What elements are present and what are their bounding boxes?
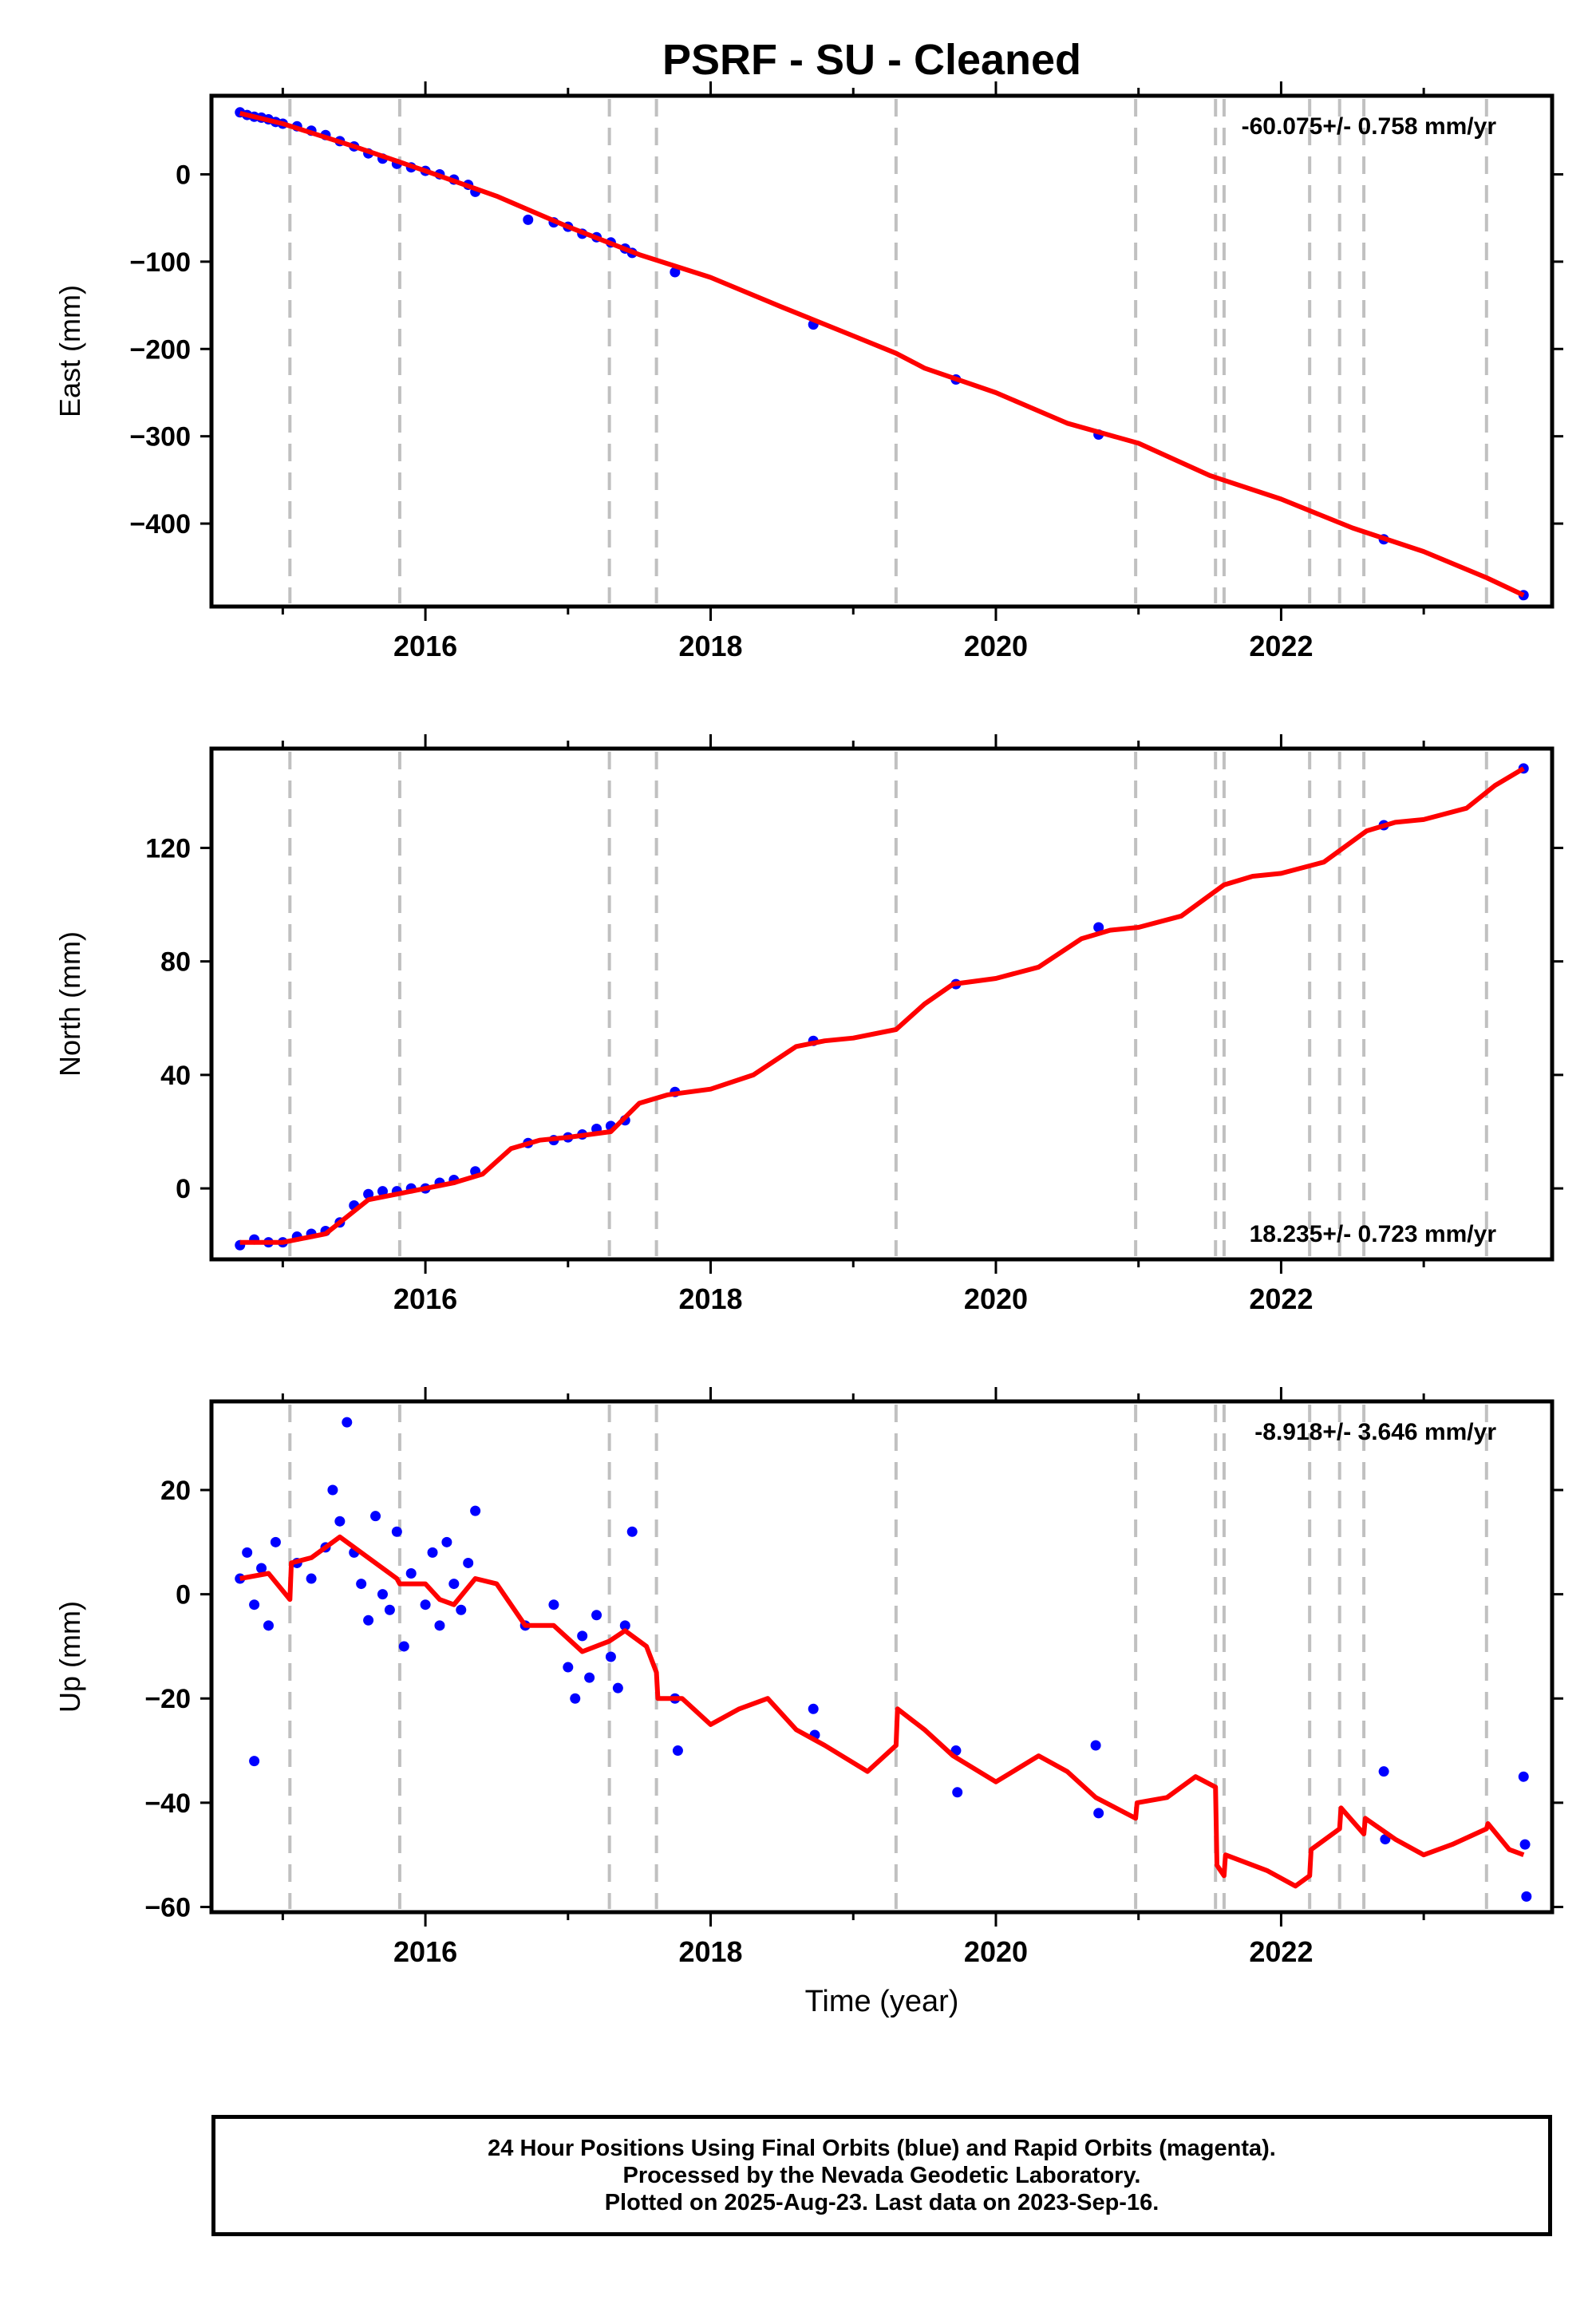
observation-point (356, 1579, 367, 1590)
observation-point (384, 1604, 395, 1615)
y-tick-label: 0 (176, 1174, 191, 1204)
observation-point (577, 1630, 588, 1642)
axes-frame (209, 746, 1555, 1262)
observation-point (370, 1511, 381, 1522)
y-tick-label: 0 (176, 1580, 191, 1611)
y-tick-label: −100 (129, 247, 191, 278)
y-tick-label: 20 (160, 1476, 191, 1506)
processing-note-line-1: 24 Hour Positions Using Final Orbits (bl… (488, 2136, 1276, 2161)
observation-point (1519, 1839, 1531, 1850)
y-tick-label: 80 (160, 947, 191, 978)
observation-point (405, 1568, 417, 1579)
x-tick-label: 2018 (678, 1935, 742, 1968)
observation-point (563, 1662, 574, 1673)
model-fit-line (239, 766, 1525, 1245)
observation-point (441, 1536, 452, 1547)
model-fit-line (239, 1534, 1525, 1889)
y-tick-label: −60 (144, 1892, 191, 1923)
observation-point (377, 1186, 388, 1197)
observation-point (270, 1536, 281, 1547)
y-axis-label: North (mm) (53, 931, 86, 1077)
observation-point (249, 1599, 260, 1611)
observation-point (456, 1604, 467, 1615)
x-tick-label: 2016 (393, 1282, 457, 1315)
observation-point (242, 1547, 253, 1558)
observation-point (256, 1563, 267, 1574)
processing-note-line-2: Processed by the Nevada Geodetic Laborat… (622, 2163, 1141, 2188)
y-tick-label: 40 (160, 1061, 191, 1091)
velocity-rate-label: 18.235+/- 0.723 mm/yr (1250, 1221, 1497, 1247)
observation-point (1090, 1740, 1101, 1751)
observation-point (612, 1682, 623, 1694)
observation-point (548, 1599, 559, 1611)
observation-point (952, 1787, 963, 1798)
observation-point (398, 1641, 409, 1652)
observation-point (1521, 1891, 1532, 1902)
processing-note-line-3: Plotted on 2025-Aug-23. Last data on 202… (604, 2190, 1159, 2215)
observation-point (570, 1693, 581, 1704)
y-axis-label: East (mm) (53, 285, 86, 417)
observation-point (363, 1188, 374, 1199)
observation-point (619, 1620, 630, 1631)
observation-point (448, 1579, 460, 1590)
x-tick-label: 2018 (678, 630, 742, 662)
observation-point (391, 1526, 402, 1537)
plot-title: PSRF - SU - Cleaned (662, 36, 1082, 84)
observation-point (605, 1651, 616, 1662)
y-tick-label: −40 (144, 1788, 191, 1819)
observation-point (1093, 1808, 1104, 1819)
observation-point (1378, 1766, 1389, 1777)
x-tick-label: 2020 (964, 1282, 1028, 1315)
up-panel: 20 0 −20 −40 −60 2016 2018 2020 2022 Up (mm) Time … (53, 1387, 1563, 2018)
observation-point (523, 214, 534, 225)
observation-point (672, 1745, 683, 1757)
velocity-rate-label: -60.075+/- 0.758 mm/yr (1242, 113, 1497, 140)
axes-frame (209, 1399, 1555, 1915)
observation-point (334, 1516, 346, 1527)
y-tick-label: 0 (176, 160, 191, 190)
x-axis-label: Time (year) (805, 1985, 959, 2018)
x-tick-label: 2022 (1249, 1282, 1313, 1315)
observation-point (327, 1484, 338, 1496)
observation-point (306, 1573, 317, 1584)
observation-point (434, 1620, 445, 1631)
y-tick-label: −200 (129, 334, 191, 365)
observation-point (263, 1620, 274, 1631)
y-tick-label: −300 (129, 422, 191, 453)
observation-point (463, 1557, 474, 1568)
observation-point (1518, 1771, 1529, 1782)
observation-point (377, 1589, 388, 1600)
observation-point (591, 1610, 602, 1621)
observation-point (342, 1417, 353, 1428)
y-axis-label: Up (mm) (53, 1601, 86, 1713)
x-tick-label: 2020 (964, 630, 1028, 662)
x-tick-label: 2016 (393, 630, 457, 662)
observation-point (584, 1672, 595, 1683)
observation-point (420, 1599, 431, 1611)
x-tick-label: 2016 (393, 1935, 457, 1968)
y-tick-label: −20 (144, 1684, 191, 1714)
y-tick-label: 120 (145, 833, 191, 864)
observation-point (670, 267, 681, 278)
y-tick-label: −400 (129, 509, 191, 539)
observation-point (470, 1505, 481, 1516)
observation-point (427, 1547, 438, 1558)
x-tick-label: 2020 (964, 1935, 1028, 1968)
north-panel: 0 40 80 120 2016 2018 2020 2022 North (mm) 18.235… (53, 734, 1563, 1315)
east-panel: 0 −100 −200 −300 −400 2016 2018 2020 2022 East (m… (53, 81, 1563, 662)
axes-frame (209, 93, 1555, 609)
model-fit-line (239, 110, 1525, 598)
processing-note-box: 24 Hour Positions Using Final Orbits (bl… (211, 2115, 1552, 2236)
velocity-rate-label: -8.918+/- 3.646 mm/yr (1254, 1419, 1496, 1445)
x-tick-label: 2022 (1249, 1935, 1313, 1968)
observation-point (1093, 922, 1104, 933)
x-tick-label: 2018 (678, 1282, 742, 1315)
x-tick-label: 2022 (1249, 630, 1313, 662)
observation-point (626, 1526, 638, 1537)
observation-point (363, 1614, 374, 1626)
observation-point (808, 1703, 819, 1714)
observation-point (249, 1756, 260, 1767)
